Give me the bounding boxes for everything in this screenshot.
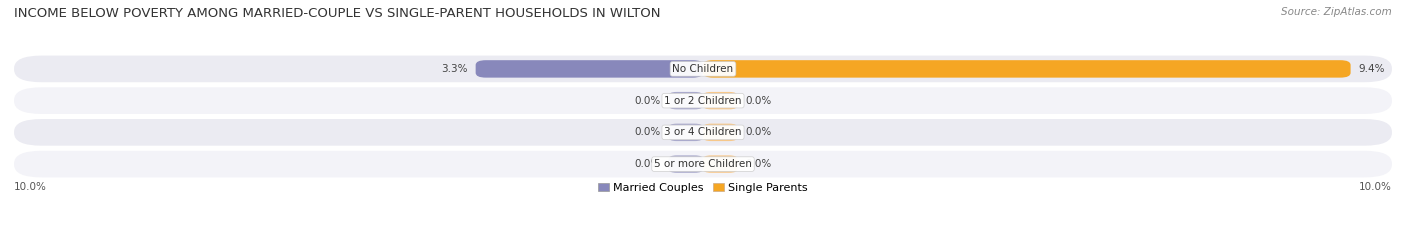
FancyBboxPatch shape (475, 60, 703, 78)
FancyBboxPatch shape (703, 124, 738, 141)
Text: 0.0%: 0.0% (745, 159, 772, 169)
Text: 3.3%: 3.3% (441, 64, 467, 74)
Text: INCOME BELOW POVERTY AMONG MARRIED-COUPLE VS SINGLE-PARENT HOUSEHOLDS IN WILTON: INCOME BELOW POVERTY AMONG MARRIED-COUPL… (14, 7, 661, 20)
Text: 0.0%: 0.0% (634, 159, 661, 169)
Text: No Children: No Children (672, 64, 734, 74)
FancyBboxPatch shape (14, 87, 1392, 114)
Text: 10.0%: 10.0% (14, 182, 46, 192)
FancyBboxPatch shape (669, 92, 703, 109)
Text: 0.0%: 0.0% (745, 96, 772, 106)
FancyBboxPatch shape (703, 155, 738, 173)
Text: 5 or more Children: 5 or more Children (654, 159, 752, 169)
Text: Source: ZipAtlas.com: Source: ZipAtlas.com (1281, 7, 1392, 17)
Text: 9.4%: 9.4% (1358, 64, 1385, 74)
Legend: Married Couples, Single Parents: Married Couples, Single Parents (593, 178, 813, 197)
Text: 3 or 4 Children: 3 or 4 Children (664, 127, 742, 137)
Text: 0.0%: 0.0% (634, 127, 661, 137)
FancyBboxPatch shape (14, 56, 1392, 82)
Text: 1 or 2 Children: 1 or 2 Children (664, 96, 742, 106)
FancyBboxPatch shape (669, 155, 703, 173)
FancyBboxPatch shape (14, 151, 1392, 177)
FancyBboxPatch shape (14, 119, 1392, 146)
FancyBboxPatch shape (703, 60, 1351, 78)
Text: 0.0%: 0.0% (745, 127, 772, 137)
FancyBboxPatch shape (669, 124, 703, 141)
Text: 10.0%: 10.0% (1360, 182, 1392, 192)
FancyBboxPatch shape (703, 92, 738, 109)
Text: 0.0%: 0.0% (634, 96, 661, 106)
